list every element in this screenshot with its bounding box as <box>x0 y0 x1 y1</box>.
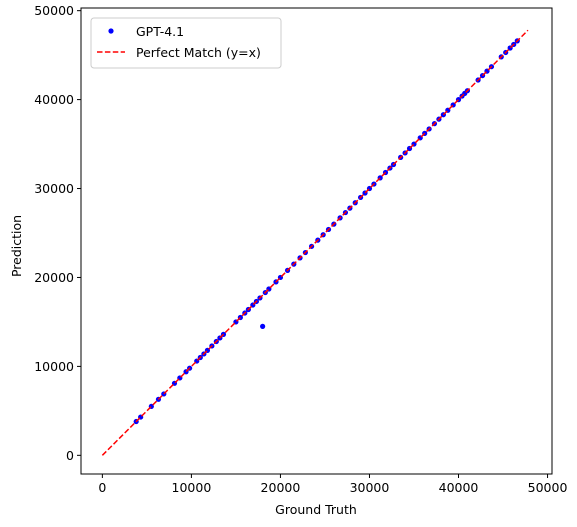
x-tick-label: 40000 <box>439 480 479 495</box>
y-tick-label: 0 <box>66 448 74 463</box>
y-tick-label: 40000 <box>34 92 74 107</box>
plot-frame <box>80 7 553 475</box>
x-axis-title: Ground Truth <box>275 502 357 517</box>
legend-label-gpt41: GPT-4.1 <box>136 24 184 39</box>
legend-marker-gpt41 <box>108 28 114 34</box>
y-axis-ticks: 0 10000 20000 30000 40000 50000 <box>34 3 81 463</box>
y-tick-label: 30000 <box>34 181 74 196</box>
legend: GPT-4.1 Perfect Match (y=x) <box>90 17 282 69</box>
x-tick-label: 50000 <box>528 480 568 495</box>
x-axis-ticks: 0 10000 20000 30000 40000 50000 <box>98 474 567 495</box>
x-tick-label: 0 <box>98 480 106 495</box>
legend-label-perfect-match: Perfect Match (y=x) <box>136 45 261 60</box>
y-tick-label: 50000 <box>34 3 74 18</box>
y-tick-label: 20000 <box>34 270 74 285</box>
x-tick-label: 30000 <box>350 480 390 495</box>
y-axis-title: Prediction <box>9 215 24 277</box>
y-tick-label: 10000 <box>34 359 74 374</box>
x-tick-label: 20000 <box>261 480 301 495</box>
plot-content <box>101 29 529 456</box>
data-point <box>260 323 266 329</box>
perfect-match-line <box>101 29 529 456</box>
legend-box <box>90 17 282 69</box>
x-tick-label: 10000 <box>172 480 212 495</box>
